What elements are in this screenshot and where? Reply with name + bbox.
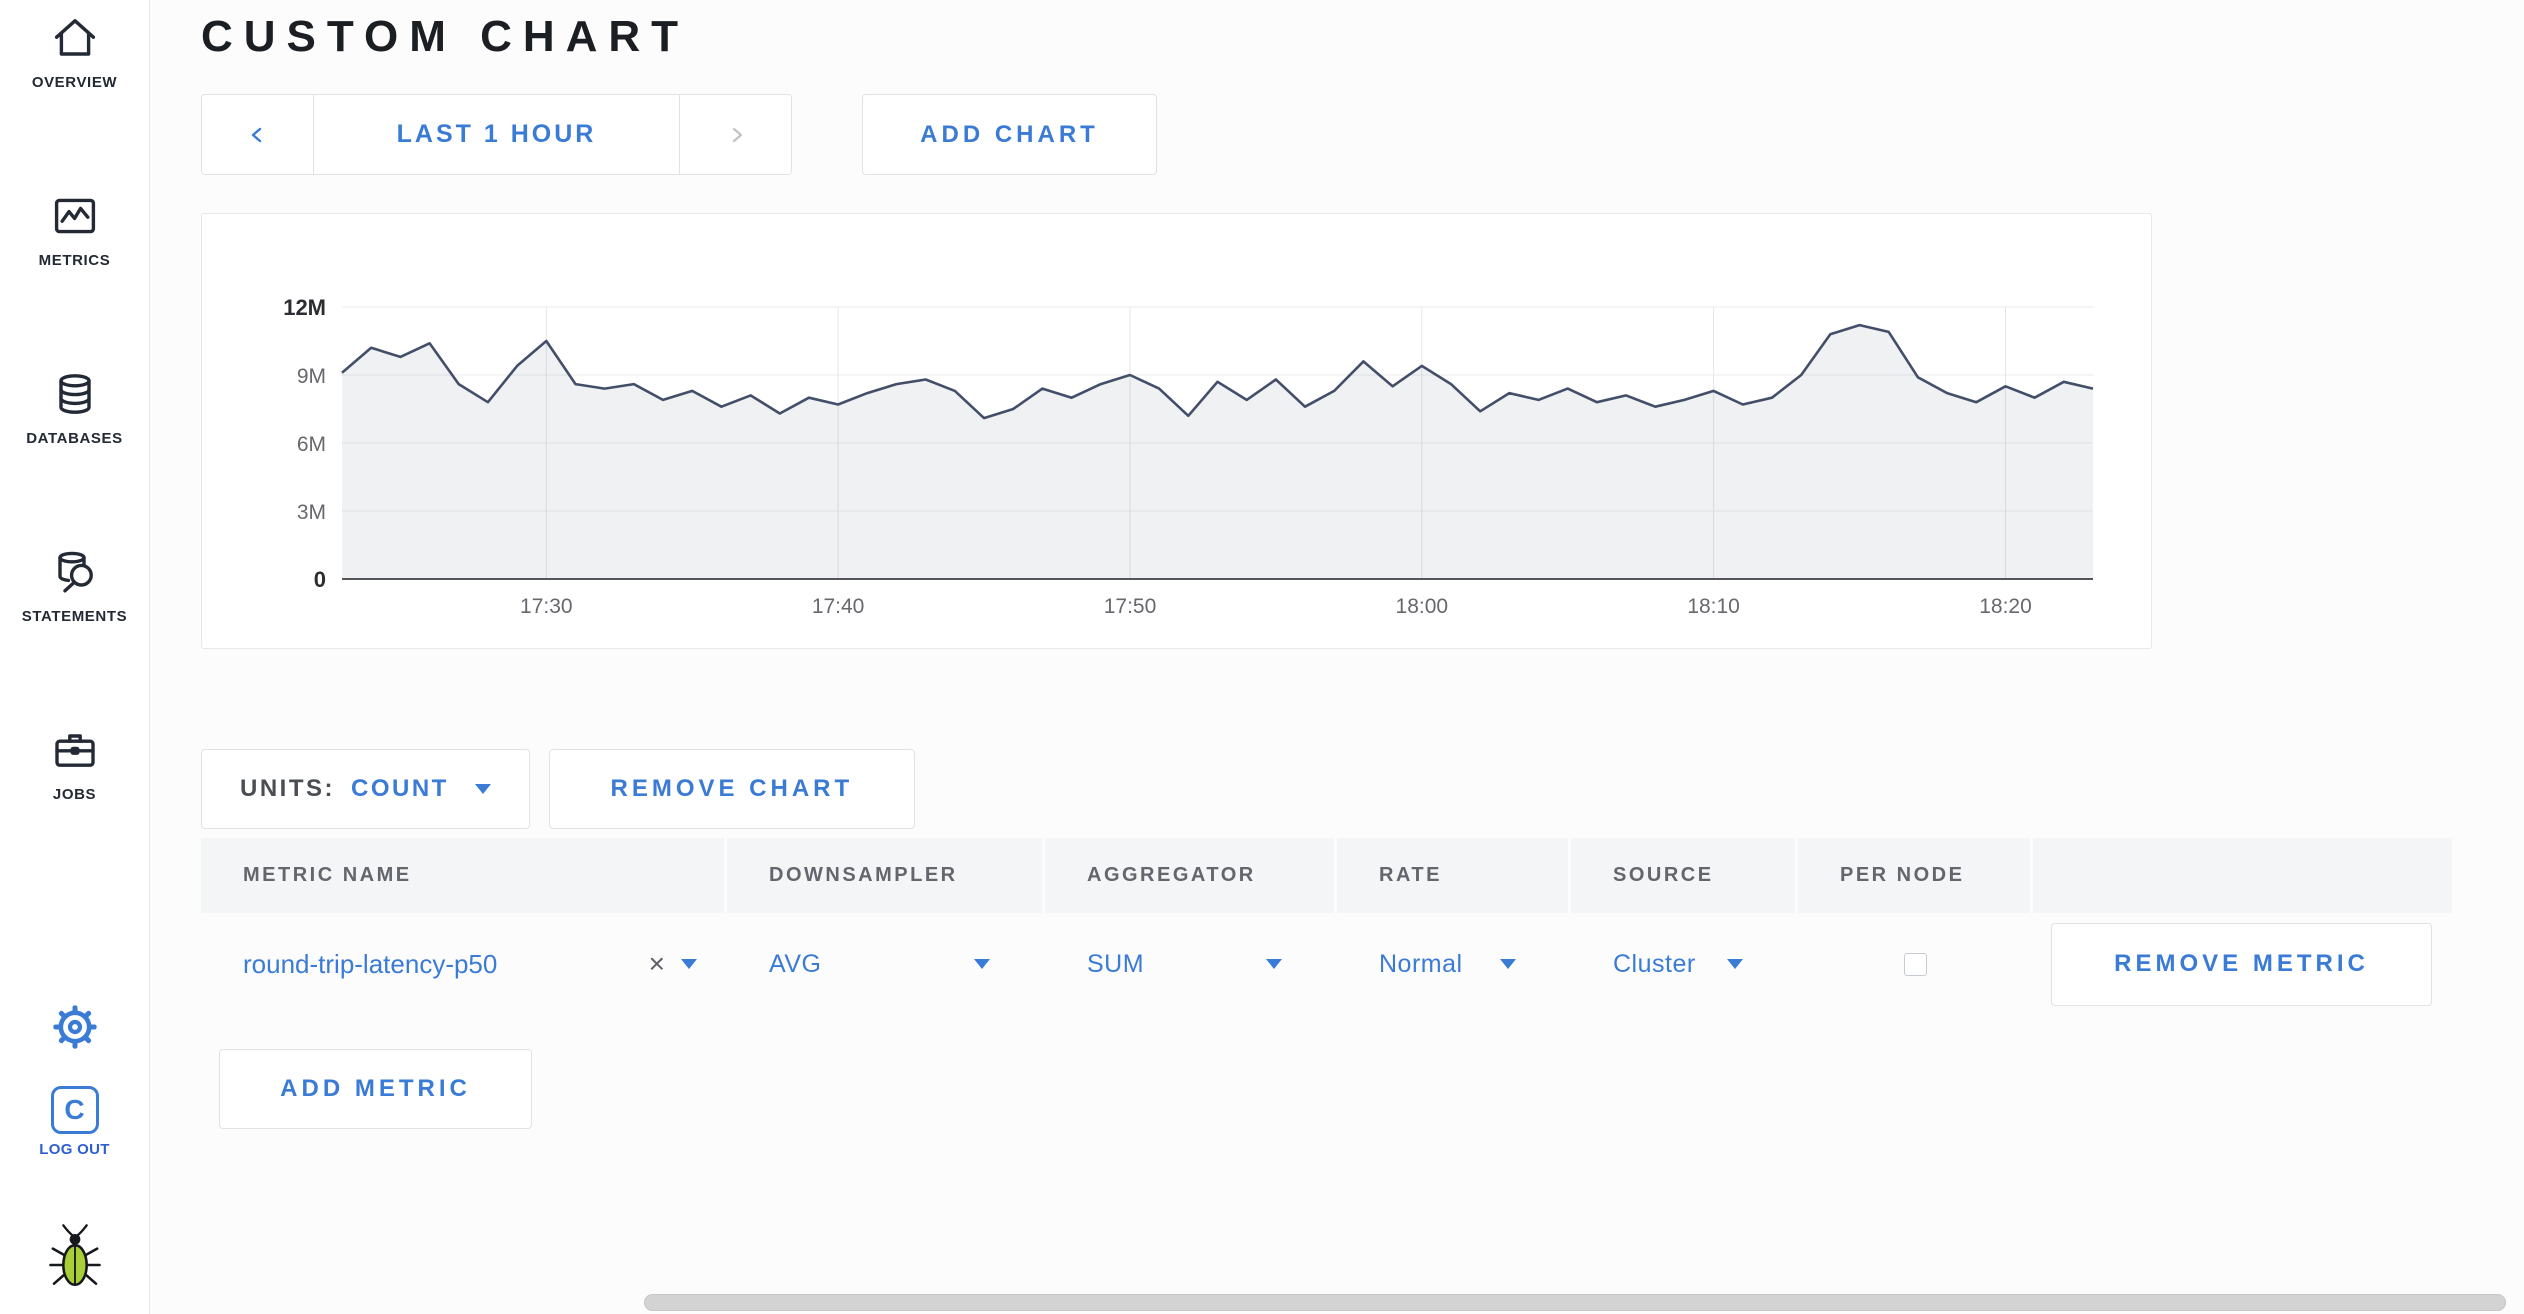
chevron-down-icon <box>1266 959 1282 969</box>
sidebar-item-metrics[interactable]: METRICS <box>0 178 149 356</box>
downsampler-value: AVG <box>769 949 822 978</box>
svg-text:18:20: 18:20 <box>1979 595 2032 618</box>
timeseries-chart[interactable]: 17:30 17:40 17:50 18:00 18:10 18:20 0 3M 6M 9M 12M <box>242 289 2113 624</box>
column-header-actions <box>2033 838 2452 913</box>
time-range-label[interactable]: LAST 1 HOUR <box>396 120 597 148</box>
column-header-aggregator: AGGREGATOR <box>1045 838 1337 913</box>
per-node-checkbox[interactable] <box>1904 952 1927 976</box>
downsampler-dropdown[interactable]: AVG <box>727 913 1045 1015</box>
column-header-downsampler: DOWNSAMPLER <box>727 838 1045 913</box>
column-header-rate: RATE <box>1337 838 1571 913</box>
remove-metric-button[interactable]: REMOVE METRIC <box>2051 922 2432 1006</box>
remove-metric-cell: REMOVE METRIC <box>2033 913 2452 1015</box>
metrics-table-header: METRIC NAME DOWNSAMPLER AGGREGATOR RATE … <box>201 838 2452 913</box>
chevron-left-icon <box>251 127 261 142</box>
rate-value: Normal <box>1379 949 1463 978</box>
column-header-metric-name: METRIC NAME <box>201 838 727 913</box>
units-dropdown[interactable]: UNITS: COUNT <box>201 749 530 829</box>
sidebar-item-statements[interactable]: STATEMENTS <box>0 534 149 712</box>
chevron-down-icon[interactable] <box>681 959 697 969</box>
metric-name-cell: round-trip-latency-p50 × <box>201 913 727 1015</box>
time-prev-button[interactable] <box>202 95 314 174</box>
per-node-cell <box>1798 913 2033 1015</box>
settings-button[interactable] <box>0 1002 149 1052</box>
chevron-right-icon <box>732 127 742 142</box>
units-value: COUNT <box>351 775 449 802</box>
page-title: CUSTOM CHART <box>201 12 690 61</box>
jobs-briefcase-icon <box>51 726 99 778</box>
metrics-table: METRIC NAME DOWNSAMPLER AGGREGATOR RATE … <box>201 838 2452 1015</box>
add-metric-button[interactable]: ADD METRIC <box>219 1049 532 1129</box>
metric-name-value[interactable]: round-trip-latency-p50 <box>243 948 498 979</box>
logout-initial: C <box>64 1094 85 1125</box>
sidebar-item-label: STATEMENTS <box>21 608 128 625</box>
sidebar-item-label: JOBS <box>52 786 97 803</box>
logout-label: LOG OUT <box>39 1141 110 1158</box>
svg-text:0: 0 <box>314 567 326 592</box>
chart-controls: UNITS: COUNT REMOVE CHART <box>201 749 2524 829</box>
sidebar-item-jobs[interactable]: JOBS <box>0 712 149 890</box>
clear-metric-icon[interactable]: × <box>648 948 665 979</box>
sidebar-item-overview[interactable]: OVERVIEW <box>0 0 149 178</box>
metric-name-tools: × <box>649 950 697 978</box>
time-next-button[interactable] <box>679 95 791 174</box>
gear-icon <box>52 1005 97 1049</box>
cockroach-logo <box>0 1212 149 1304</box>
aggregator-dropdown[interactable]: SUM <box>1045 913 1337 1015</box>
logout-button[interactable]: C LOG OUT <box>0 1086 149 1158</box>
remove-chart-button[interactable]: REMOVE CHART <box>548 749 915 829</box>
units-label: UNITS: <box>240 775 335 802</box>
svg-text:12M: 12M <box>283 295 326 320</box>
column-header-source: SOURCE <box>1571 838 1798 913</box>
source-dropdown[interactable]: Cluster <box>1571 913 1798 1015</box>
svg-text:9M: 9M <box>297 365 326 388</box>
aggregator-value: SUM <box>1087 949 1145 978</box>
column-header-per-node: PER NODE <box>1798 838 2033 913</box>
sidebar-item-label: DATABASES <box>26 430 123 447</box>
chevron-down-icon <box>1500 959 1516 969</box>
custom-chart-panel: 17:30 17:40 17:50 18:00 18:10 18:20 0 3M 6M 9M 12M <box>201 213 2152 649</box>
svg-text:6M: 6M <box>297 433 326 456</box>
svg-text:17:30: 17:30 <box>520 595 573 618</box>
main-content: CUSTOM CHART LAST 1 HOUR ADD CHART 17:30… <box>151 0 2524 1314</box>
source-value: Cluster <box>1613 949 1696 978</box>
cockroach-bug-icon <box>48 1224 101 1287</box>
svg-text:18:00: 18:00 <box>1396 595 1449 618</box>
time-toolbar: LAST 1 HOUR ADD CHART <box>201 94 2524 175</box>
chevron-down-icon <box>474 784 491 794</box>
chevron-down-icon <box>1727 959 1743 969</box>
metrics-chart-icon <box>51 192 99 244</box>
time-range-selector: LAST 1 HOUR <box>201 94 792 175</box>
rate-dropdown[interactable]: Normal <box>1337 913 1571 1015</box>
database-icon <box>51 370 99 422</box>
add-chart-button[interactable]: ADD CHART <box>862 94 1157 175</box>
svg-text:17:50: 17:50 <box>1104 595 1157 618</box>
sidebar-item-databases[interactable]: DATABASES <box>0 356 149 534</box>
table-row: round-trip-latency-p50 × AVG SUM Normal … <box>201 913 2452 1015</box>
statements-search-icon <box>51 548 99 600</box>
svg-text:3M: 3M <box>297 501 326 524</box>
chevron-down-icon <box>974 959 990 969</box>
cockroach-c-icon: C <box>50 1086 99 1134</box>
sidebar-item-label: OVERVIEW <box>31 74 118 91</box>
home-icon <box>51 14 99 66</box>
sidebar: OVERVIEW METRICS DATABASES <box>0 0 150 1314</box>
svg-text:17:40: 17:40 <box>812 595 865 618</box>
horizontal-scrollbar[interactable] <box>644 1294 2506 1311</box>
svg-text:18:10: 18:10 <box>1687 595 1740 618</box>
sidebar-item-label: METRICS <box>38 252 111 269</box>
